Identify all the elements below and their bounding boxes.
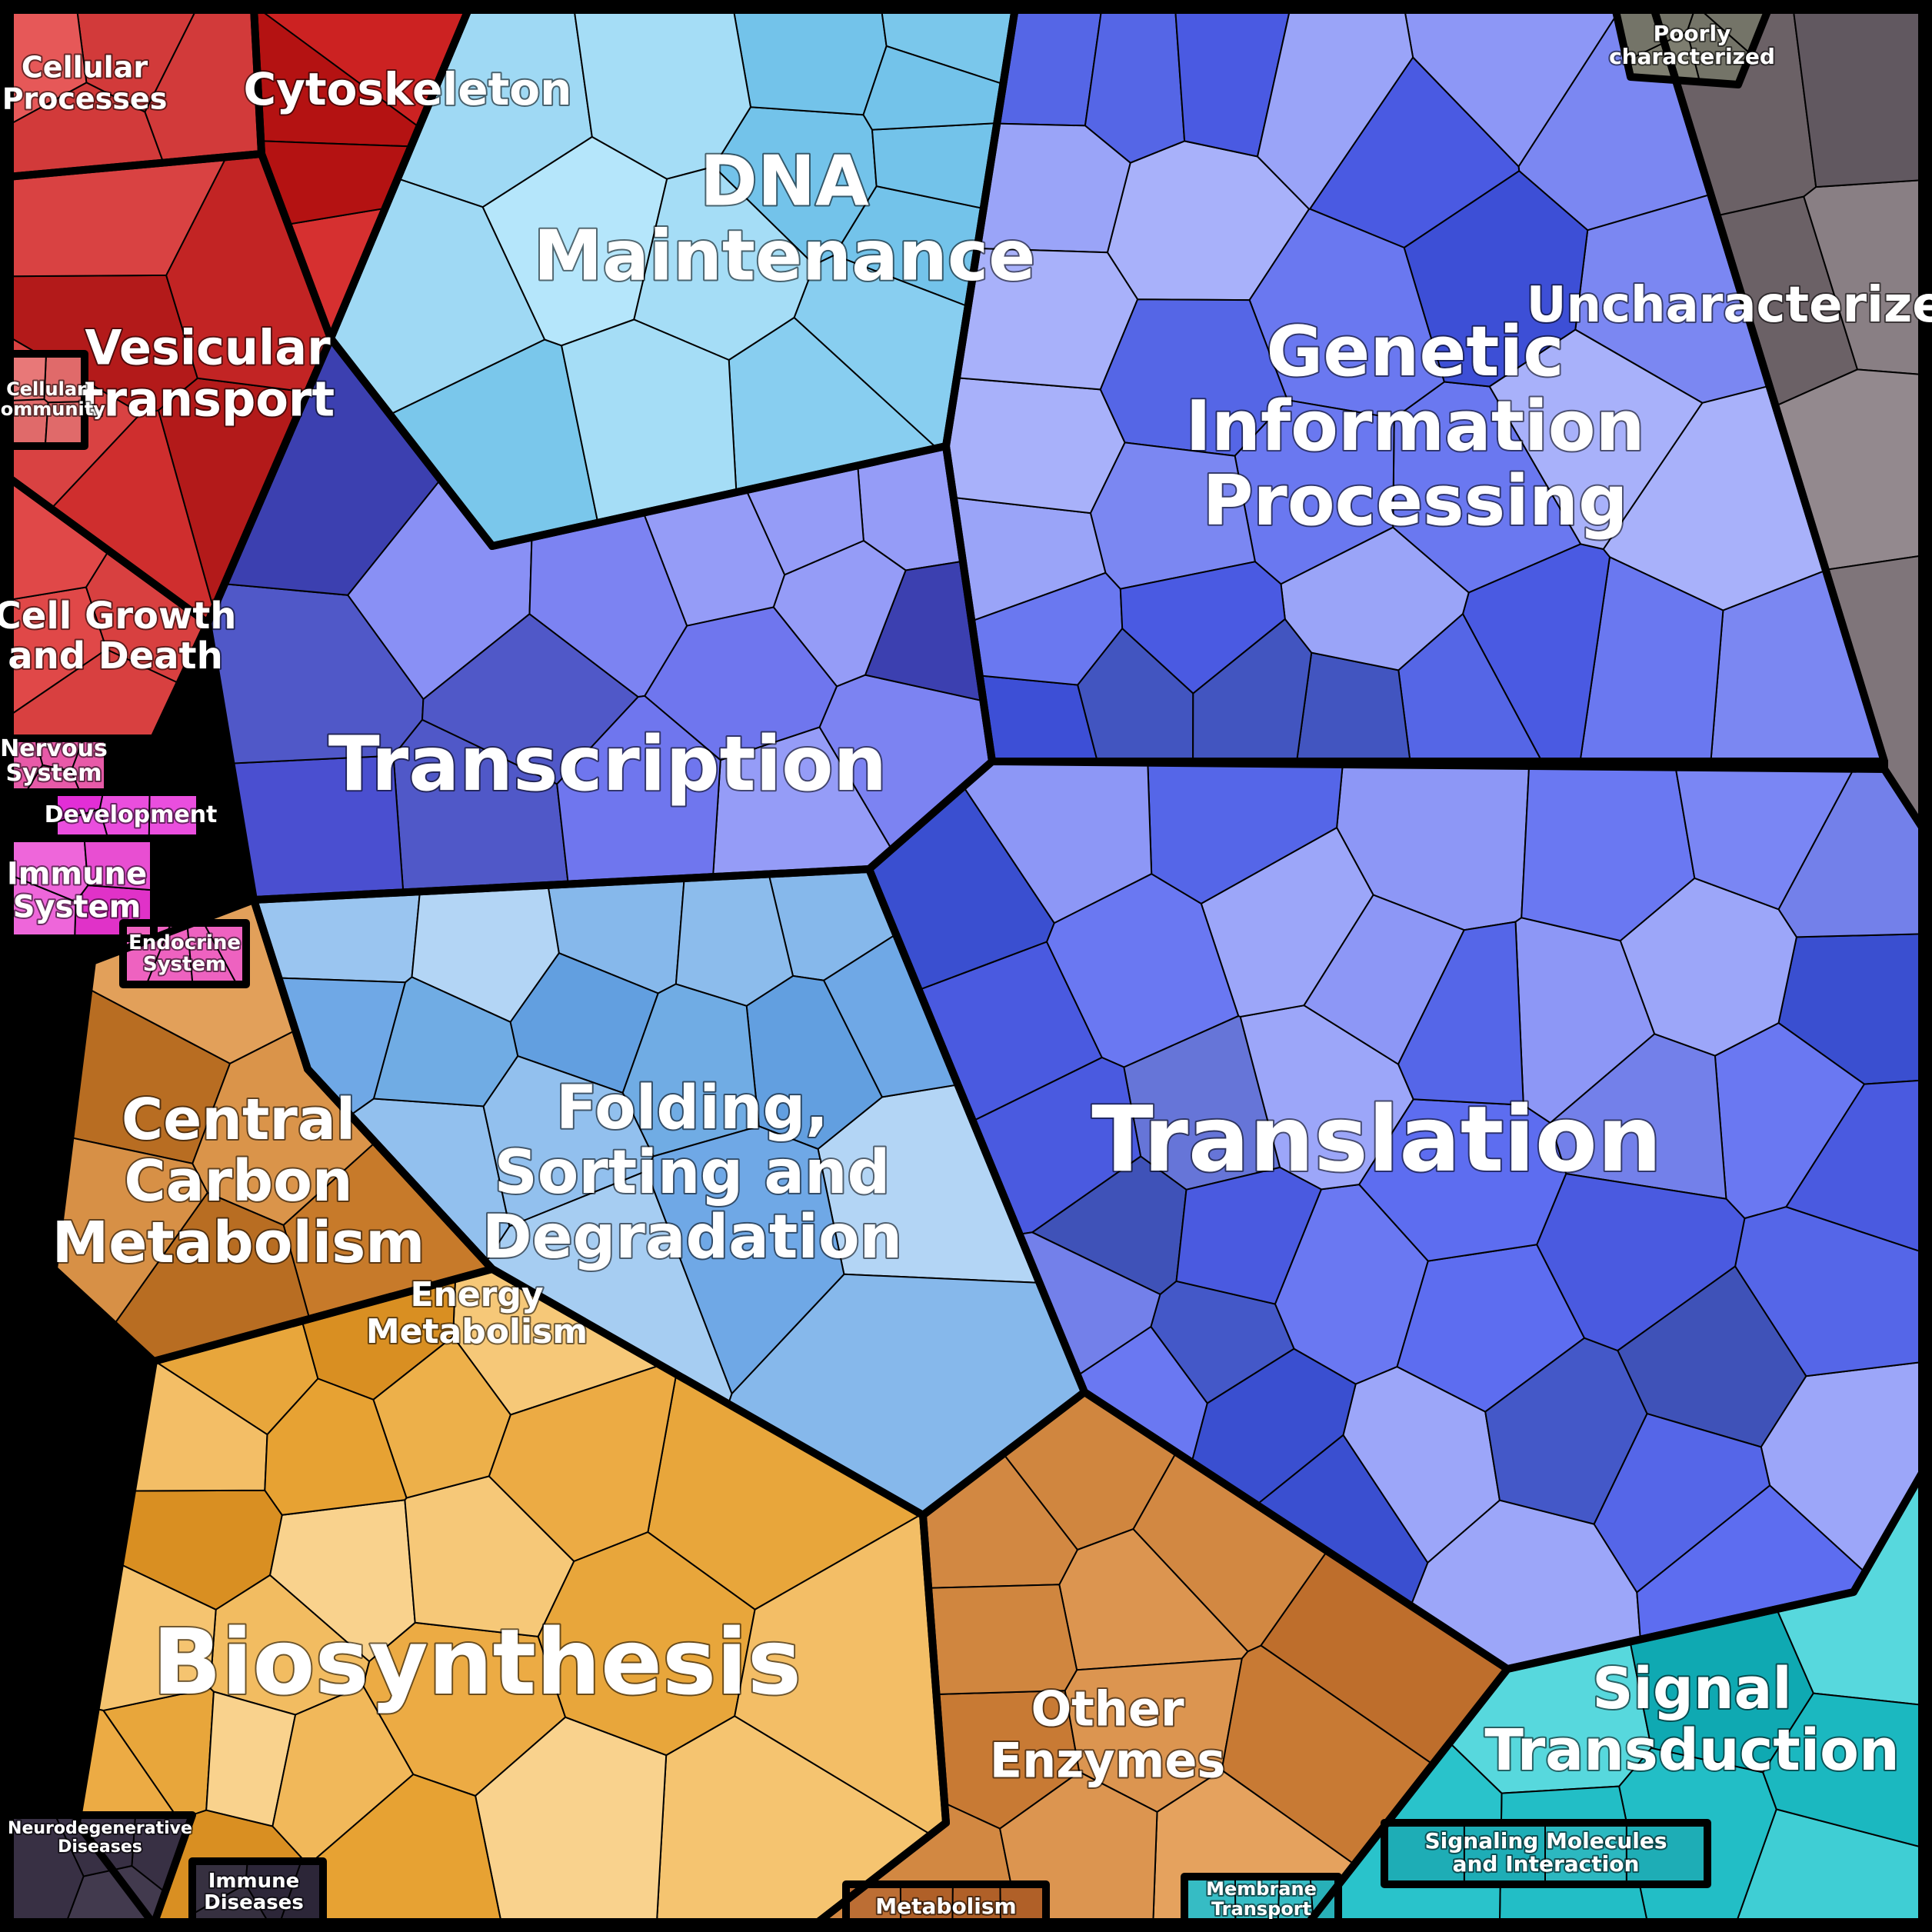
label-immune-diseases: ImmuneDiseases [204,1869,304,1914]
label-vesicular-transport: Vesiculartransport [81,320,335,428]
label-development: Development [45,801,218,828]
voronoi-treemap: TranslationGeneticInformationProcessingD… [0,0,1932,1932]
label-metabolism: Metabolism [875,1894,1016,1919]
cell [1793,8,1924,187]
label-cytoskeleton: Cytoskeleton [244,63,572,115]
label-cellular-processes: CellularProcesses [2,50,168,115]
label-biosynthesis: Biosynthesis [152,1609,801,1715]
label-uncharacterized: Uncharacterized [1527,277,1932,334]
label-endocrine-system: EndocrineSystem [128,931,241,975]
cell [946,378,1125,513]
label-membrane-transport: MembraneTransport [1206,1878,1317,1920]
label-immune-system: ImmuneSystem [7,856,147,924]
label-nervous-system: NervousSystem [0,734,108,786]
label-cell-growth-death: Cell Growthand Death [0,595,236,678]
label-transcription: Transcription [328,721,887,808]
label-signaling-molecules: Signaling Moleculesand Interaction [1424,1828,1667,1877]
label-translation: Translation [1091,1086,1662,1192]
cell [928,1584,1077,1694]
cell [733,8,886,115]
